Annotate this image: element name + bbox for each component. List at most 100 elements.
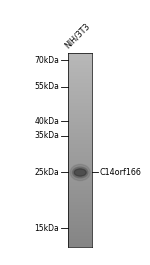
Text: C14orf166: C14orf166 <box>99 168 141 177</box>
Polygon shape <box>68 213 92 214</box>
Polygon shape <box>68 107 92 108</box>
Polygon shape <box>68 94 92 95</box>
Polygon shape <box>68 187 92 188</box>
Ellipse shape <box>72 167 88 178</box>
Polygon shape <box>68 174 92 175</box>
Polygon shape <box>68 90 92 91</box>
Polygon shape <box>68 216 92 217</box>
Polygon shape <box>68 165 92 166</box>
Polygon shape <box>68 61 92 62</box>
Polygon shape <box>68 69 92 70</box>
Polygon shape <box>68 99 92 100</box>
Polygon shape <box>68 110 92 111</box>
Polygon shape <box>68 207 92 208</box>
Polygon shape <box>68 101 92 102</box>
Polygon shape <box>68 201 92 202</box>
Polygon shape <box>68 77 92 78</box>
Polygon shape <box>68 197 92 198</box>
Polygon shape <box>68 217 92 218</box>
Polygon shape <box>68 167 92 168</box>
Polygon shape <box>68 228 92 229</box>
Polygon shape <box>68 128 92 129</box>
Polygon shape <box>68 215 92 216</box>
Polygon shape <box>68 56 92 57</box>
Polygon shape <box>68 182 92 183</box>
Polygon shape <box>68 133 92 134</box>
Polygon shape <box>68 214 92 215</box>
Polygon shape <box>68 102 92 103</box>
Polygon shape <box>68 148 92 149</box>
Polygon shape <box>68 114 92 115</box>
Polygon shape <box>68 115 92 116</box>
Polygon shape <box>68 111 92 112</box>
Polygon shape <box>68 198 92 199</box>
Polygon shape <box>68 96 92 97</box>
Polygon shape <box>68 120 92 121</box>
Polygon shape <box>68 157 92 158</box>
Polygon shape <box>68 78 92 79</box>
Polygon shape <box>68 122 92 123</box>
Polygon shape <box>68 84 92 85</box>
Text: 55kDa: 55kDa <box>34 82 59 91</box>
Polygon shape <box>68 81 92 82</box>
Polygon shape <box>68 162 92 163</box>
Polygon shape <box>68 223 92 224</box>
Polygon shape <box>68 186 92 187</box>
Polygon shape <box>68 74 92 75</box>
Polygon shape <box>68 243 92 244</box>
Polygon shape <box>68 185 92 186</box>
Polygon shape <box>68 170 92 171</box>
Polygon shape <box>68 89 92 90</box>
Polygon shape <box>68 147 92 148</box>
Polygon shape <box>68 234 92 235</box>
Polygon shape <box>68 218 92 219</box>
Polygon shape <box>68 132 92 133</box>
Polygon shape <box>68 191 92 192</box>
Polygon shape <box>68 212 92 213</box>
Polygon shape <box>68 200 92 201</box>
Polygon shape <box>68 219 92 220</box>
Polygon shape <box>68 226 92 227</box>
Polygon shape <box>68 116 92 117</box>
Polygon shape <box>68 55 92 56</box>
Polygon shape <box>68 82 92 83</box>
Polygon shape <box>68 87 92 88</box>
Polygon shape <box>68 98 92 99</box>
Polygon shape <box>68 140 92 141</box>
Polygon shape <box>68 189 92 190</box>
Polygon shape <box>68 106 92 107</box>
Polygon shape <box>68 73 92 74</box>
Polygon shape <box>68 193 92 194</box>
Polygon shape <box>68 180 92 181</box>
Polygon shape <box>68 221 92 222</box>
Polygon shape <box>68 112 92 113</box>
Polygon shape <box>68 136 92 137</box>
Polygon shape <box>68 93 92 94</box>
Polygon shape <box>68 91 92 92</box>
Polygon shape <box>68 168 92 169</box>
Text: 40kDa: 40kDa <box>34 117 59 126</box>
Polygon shape <box>68 125 92 126</box>
Polygon shape <box>68 211 92 212</box>
Polygon shape <box>68 131 92 132</box>
Polygon shape <box>68 190 92 191</box>
Polygon shape <box>68 143 92 144</box>
Polygon shape <box>68 220 92 221</box>
Polygon shape <box>68 208 92 209</box>
Polygon shape <box>68 196 92 197</box>
Polygon shape <box>68 164 92 165</box>
Polygon shape <box>68 149 92 150</box>
Polygon shape <box>68 113 92 114</box>
Polygon shape <box>68 227 92 228</box>
Polygon shape <box>68 67 92 68</box>
Polygon shape <box>68 138 92 139</box>
Polygon shape <box>68 150 92 151</box>
Polygon shape <box>68 62 92 63</box>
Polygon shape <box>68 65 92 66</box>
Text: 35kDa: 35kDa <box>34 131 59 140</box>
Polygon shape <box>68 241 92 242</box>
Polygon shape <box>68 88 92 89</box>
Polygon shape <box>68 58 92 59</box>
Polygon shape <box>68 71 92 72</box>
Polygon shape <box>68 121 92 122</box>
